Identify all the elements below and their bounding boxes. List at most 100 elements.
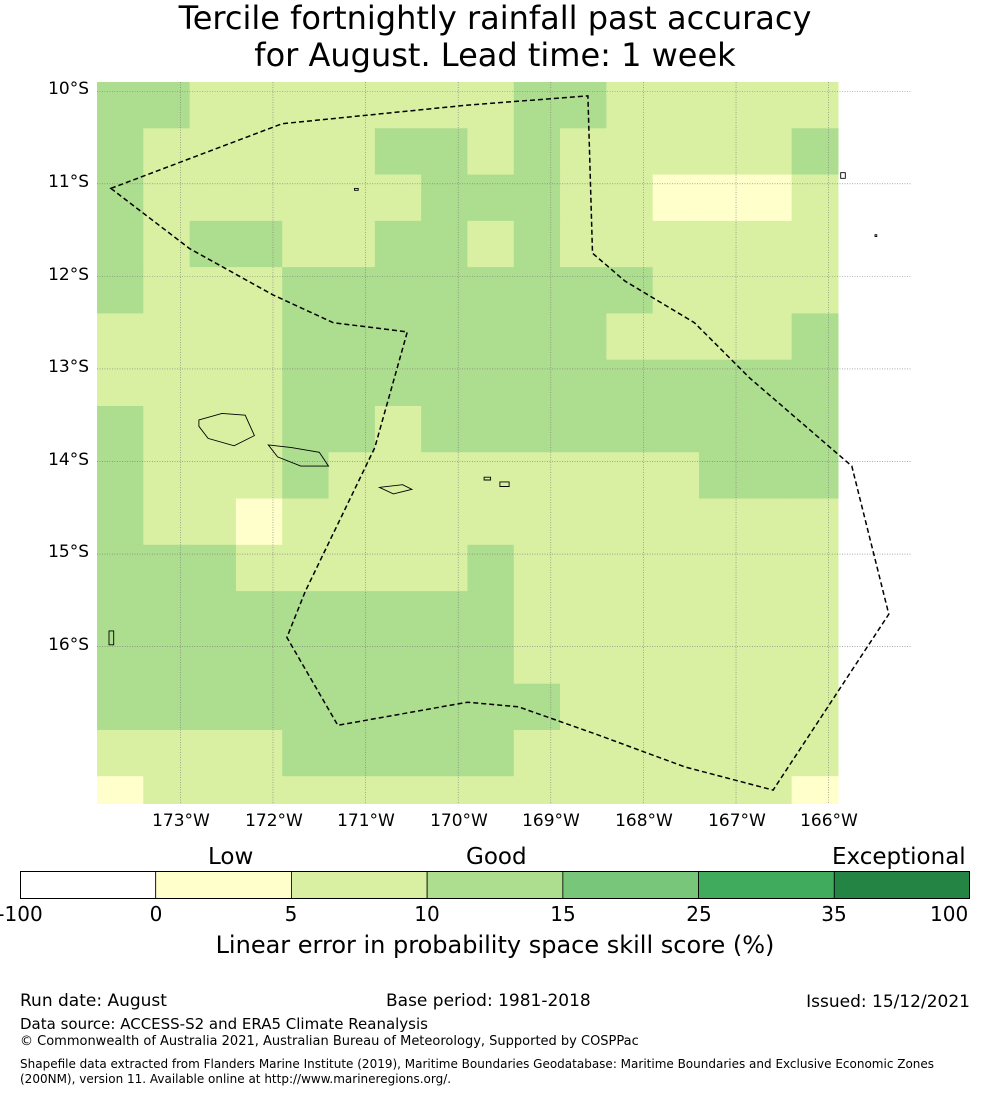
- grid-cell: [328, 776, 376, 804]
- grid-cell: [282, 544, 330, 592]
- grid-cell: [97, 174, 144, 222]
- grid-cell: [652, 267, 700, 315]
- lon-label: 168°W: [615, 811, 673, 831]
- grid-cell: [698, 405, 746, 453]
- grid-cell: [467, 591, 515, 638]
- grid-cell: [282, 683, 330, 731]
- grid-cell: [698, 82, 746, 129]
- grid-cell: [421, 776, 469, 804]
- grid-cell: [745, 359, 793, 407]
- grid-cell: [97, 452, 144, 500]
- grid-cell: [698, 498, 746, 546]
- grid-cell: [467, 683, 515, 731]
- grid-cell: [791, 776, 839, 804]
- grid-cell: [97, 544, 144, 592]
- colorbar-tick-label: 35: [821, 902, 847, 926]
- colorbar-title: Linear error in probability space skill …: [215, 931, 775, 959]
- lon-label: 173°W: [152, 811, 210, 831]
- grid-cell: [652, 220, 700, 268]
- island-outline: [267, 444, 330, 467]
- grid-cell: [97, 498, 144, 546]
- grid-cell: [97, 637, 144, 685]
- grid-cell: [374, 544, 422, 592]
- grid-cell: [282, 220, 330, 268]
- grid-cell: [606, 544, 654, 592]
- grid-cell: [328, 591, 376, 638]
- grid-cell: [374, 405, 422, 453]
- grid-cell: [698, 683, 746, 731]
- colorbar-bin: [155, 871, 292, 899]
- grid-cell: [560, 637, 607, 685]
- grid-cell: [513, 591, 561, 638]
- colorbar-bin: [426, 871, 564, 899]
- grid-cell: [652, 452, 700, 500]
- grid-cell: [97, 220, 144, 268]
- grid-cell: [652, 683, 700, 731]
- grid-cell: [235, 220, 283, 268]
- lat-label: 14°S: [48, 450, 89, 470]
- grid-cell: [698, 128, 746, 176]
- grid-cell: [745, 729, 793, 777]
- grid-cell: [143, 128, 191, 176]
- grid-cell: [513, 174, 561, 222]
- grid-cell: [328, 174, 376, 222]
- grid-cell: [698, 313, 746, 361]
- grid-cell: [698, 452, 746, 500]
- grid-cell: [328, 267, 376, 315]
- grid-cell: [282, 174, 330, 222]
- grid-cell: [374, 82, 422, 129]
- grid-cell: [97, 313, 144, 361]
- lat-label: 13°S: [48, 357, 89, 377]
- lat-label: 15°S: [48, 542, 89, 562]
- lon-label: 167°W: [708, 811, 766, 831]
- grid-cell: [745, 267, 793, 315]
- copyright-notice: © Commonwealth of Australia 2021, Austra…: [20, 1034, 639, 1049]
- lat-label: 12°S: [48, 265, 89, 285]
- grid-cell: [97, 776, 144, 804]
- grid-cell: [282, 82, 330, 129]
- grid-cell: [467, 405, 515, 453]
- grid-cell: [698, 591, 746, 638]
- grid-cell: [282, 405, 330, 453]
- grid-cell: [745, 637, 793, 685]
- title-line-2: for August. Lead time: 1 week: [254, 36, 736, 74]
- grid-cell: [189, 729, 237, 777]
- grid-cell: [513, 637, 561, 685]
- grid-cell: [652, 174, 700, 222]
- grid-cell: [282, 267, 330, 315]
- grid-cell: [745, 776, 793, 804]
- grid-cell: [606, 267, 654, 315]
- grid-cell: [282, 313, 330, 361]
- lon-label: 170°W: [430, 811, 488, 831]
- grid-cell: [745, 174, 793, 222]
- grid-cell: [97, 683, 144, 731]
- grid-cell: [652, 729, 700, 777]
- grid-cell: [467, 313, 515, 361]
- island-outline: [377, 484, 414, 495]
- grid-cell: [282, 128, 330, 176]
- grid-cell: [143, 267, 191, 315]
- lon-label: 172°W: [245, 811, 303, 831]
- colorbar-frame: [20, 871, 970, 899]
- lon-label: 171°W: [337, 811, 395, 831]
- grid-cell: [143, 220, 191, 268]
- grid-cell: [374, 776, 422, 804]
- grid-cell: [745, 405, 793, 453]
- grid-cell: [421, 174, 469, 222]
- grid-cell: [745, 591, 793, 638]
- grid-cell: [374, 498, 422, 546]
- grid-cell: [143, 405, 191, 453]
- grid-cell: [513, 82, 561, 129]
- grid-cell: [513, 683, 561, 731]
- grid-cell: [143, 498, 191, 546]
- grid-cell: [467, 729, 515, 777]
- grid-cell: [513, 452, 561, 500]
- grid-cell: [513, 776, 561, 804]
- grid-cell: [652, 544, 700, 592]
- grid-cell: [791, 729, 839, 777]
- grid-cell: [97, 359, 144, 407]
- grid-cell: [374, 267, 422, 315]
- grid-cell: [421, 683, 469, 731]
- grid-cell: [189, 220, 237, 268]
- grid-cell: [235, 359, 283, 407]
